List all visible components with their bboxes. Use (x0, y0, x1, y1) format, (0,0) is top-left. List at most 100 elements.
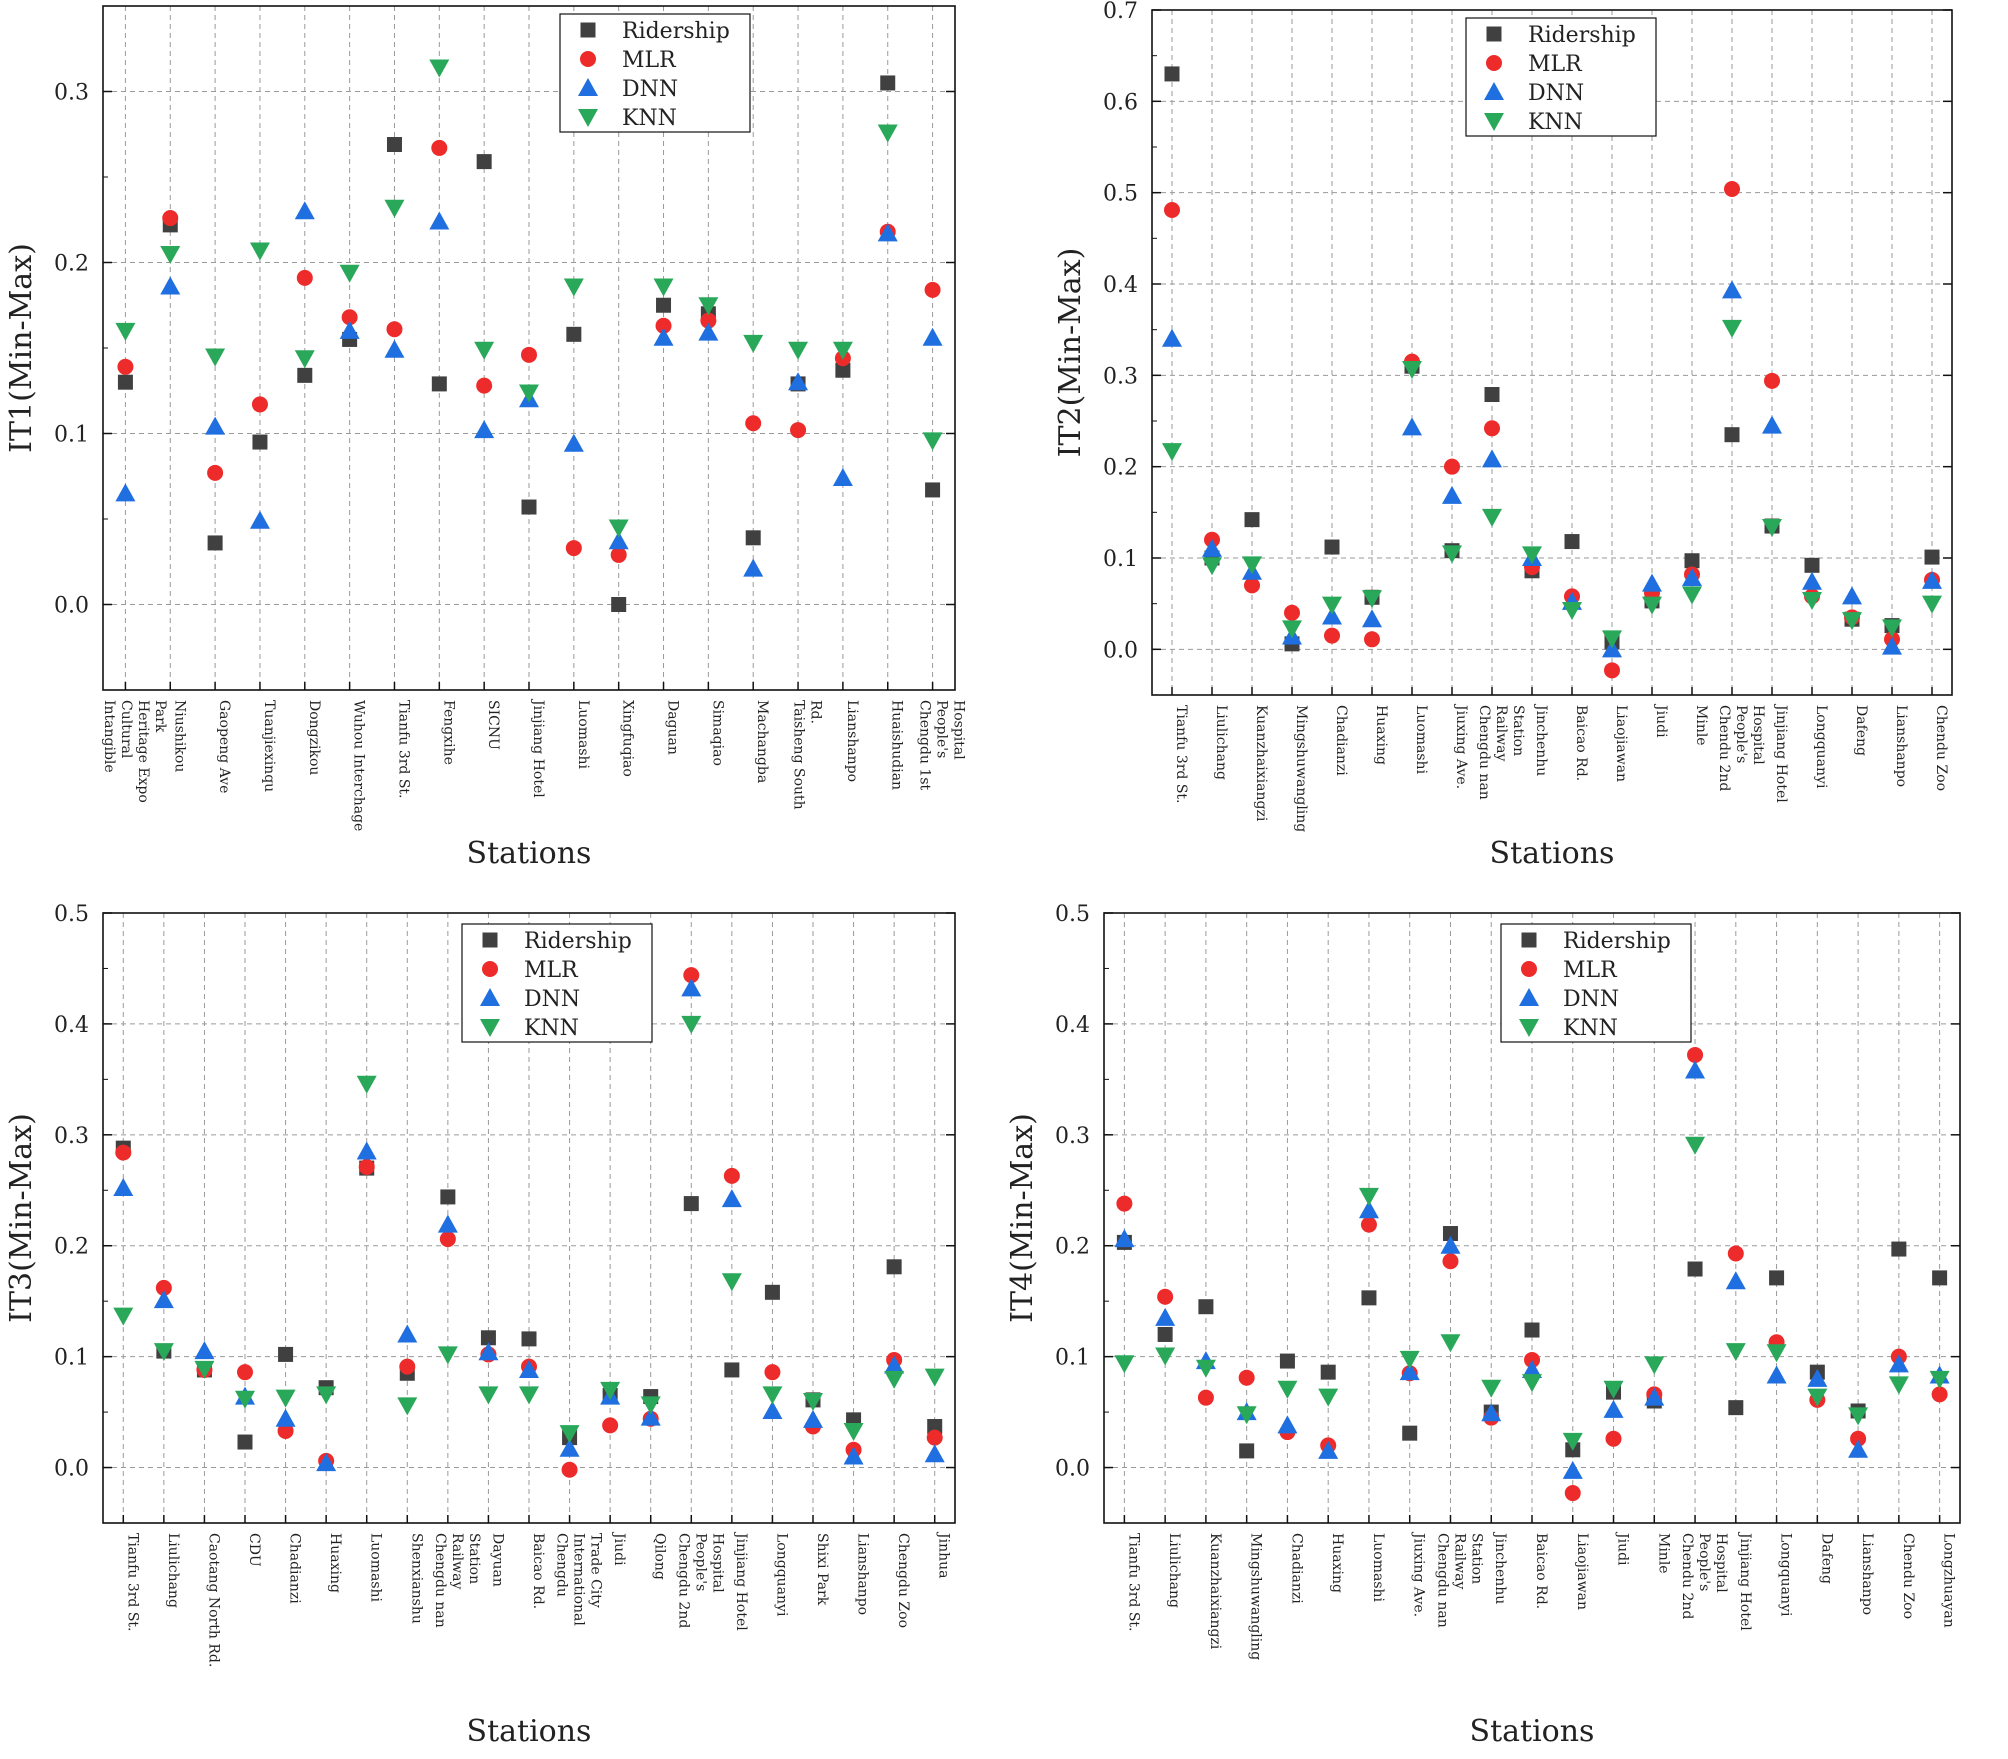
plot-frame (1151, 9, 1953, 696)
mlr-marker (924, 281, 941, 298)
station-tick-label: Station (1510, 705, 1526, 756)
knn-marker (1242, 556, 1262, 575)
station-tick-label: Hospital (951, 700, 967, 760)
dnn-marker (1114, 1229, 1135, 1248)
legend-label: KNN (524, 1016, 579, 1041)
knn-marker (519, 384, 539, 403)
legend: Ridership MLR DNN KNN (461, 923, 653, 1043)
ridership-marker (117, 374, 133, 390)
legend-label: Ridership (1528, 23, 1636, 48)
x-axis-title: Stations (1470, 1714, 1595, 1749)
series-knn (1114, 1136, 1950, 1451)
dnn-marker (1842, 586, 1862, 605)
mlr-marker (386, 321, 403, 338)
dnn-marker (1440, 1235, 1461, 1254)
y-tick-label: 0.1 (54, 423, 89, 448)
dnn-marker (721, 1189, 742, 1208)
y-tick-label: 0.2 (1055, 1235, 1090, 1260)
ridership-marker (521, 499, 537, 515)
y-tick-label: 0.0 (54, 594, 89, 619)
ridership-marker (683, 1196, 699, 1212)
station-tick-label: Lianshanpo (855, 1533, 871, 1615)
mlr-marker (1444, 458, 1460, 475)
station-tick-label: Hospital (709, 1533, 725, 1593)
y-tick-label: 0.2 (54, 1235, 89, 1260)
station-tick-label: Hospital (1713, 1533, 1729, 1593)
y-tick-label: 0.4 (54, 1013, 89, 1038)
knn-marker (1888, 1376, 1909, 1395)
knn-marker (1642, 596, 1662, 615)
station-tick-label: Minle (1655, 1533, 1671, 1574)
station-tick-label: Chadianzi (287, 1533, 303, 1604)
ridership-marker (925, 482, 941, 498)
dnn-marker (608, 531, 629, 550)
knn-marker (397, 1397, 418, 1416)
station-tick-label: Dongzikou (306, 700, 322, 775)
legend: Ridership MLR DNN KNN (1465, 17, 1657, 137)
station-tick-label: Jinjiang Hotel (1737, 1531, 1753, 1631)
knn-marker (1277, 1380, 1298, 1399)
station-tick-label: Longquanyi (1778, 1533, 1794, 1617)
ridership-marker (1244, 512, 1260, 528)
ridership-marker (480, 1330, 496, 1346)
knn-marker (832, 341, 853, 360)
ridership-marker (1524, 1322, 1540, 1338)
station-tick-label: Longzhuayan (1941, 1533, 1957, 1628)
legend-label: DNN (622, 77, 678, 102)
knn-marker (1922, 595, 1942, 614)
dnn-marker (1358, 1200, 1379, 1219)
legend-knn-marker (1484, 113, 1504, 131)
dnn-marker (1766, 1365, 1787, 1384)
legend-dnn-marker (578, 78, 598, 96)
mlr-marker (341, 309, 358, 326)
dnn-marker (249, 510, 270, 529)
knn-marker (1602, 630, 1622, 649)
dnn-marker (653, 327, 674, 346)
ridership-marker (1361, 1290, 1377, 1306)
station-tick-label: Chengdu Zoo (895, 1533, 911, 1628)
ridership-marker (1484, 387, 1500, 403)
knn-marker (1358, 1187, 1379, 1206)
knn-marker (519, 1386, 539, 1405)
dnn-marker (437, 1214, 458, 1233)
dnn-marker (356, 1141, 377, 1160)
knn-marker (1722, 319, 1742, 338)
station-tick-label: Liulichang (1213, 705, 1229, 780)
station-tick-label: Liaojiawan (1574, 1533, 1590, 1610)
station-tick-label: Wuhou Interchage (351, 700, 367, 831)
chart-panel-it2: 0.0 0.1 0.2 0.3 0.4 0.5 0.6 0.7 Tianfu 3rd St. Li… (1004, 0, 2008, 877)
knn-marker (884, 1370, 905, 1389)
station-tick-label: Chadianzi (1333, 705, 1349, 776)
mlr-marker (602, 1417, 619, 1434)
knn-marker (205, 348, 226, 367)
ridership-marker (521, 1331, 537, 1347)
ridership-marker (1239, 1443, 1255, 1459)
y-tick-label: 0.3 (54, 1124, 89, 1149)
ridership-marker (1684, 553, 1700, 569)
y-tick-label: 0.5 (1103, 182, 1138, 207)
dnn-marker (1402, 417, 1422, 436)
station-tick-label: Chadianzi (1288, 1533, 1304, 1604)
ridership-marker (237, 1434, 253, 1450)
dnn-marker (384, 339, 405, 358)
dnn-marker (1162, 328, 1182, 347)
station-tick-label: Luomashi (1413, 705, 1429, 775)
y-tick-label: 0.1 (1103, 547, 1138, 572)
station-tick-label: Taisheng South (791, 700, 807, 810)
ridership-marker (1687, 1261, 1703, 1277)
knn-marker (1802, 592, 1822, 611)
station-tick-label: Jinchenhu (1492, 1531, 1508, 1604)
station-tick-label: Minle (1693, 705, 1709, 746)
series-mlr (1164, 181, 1940, 679)
legend-mlr-marker (1521, 961, 1537, 977)
station-tick-label: Cultural (118, 700, 134, 759)
station-tick-label: Jinchenhu (1533, 703, 1549, 776)
y-tick-label: 0.3 (54, 81, 89, 106)
ridership-marker (1728, 1400, 1744, 1416)
mlr-marker (277, 1422, 294, 1439)
y-tick-label: 0.1 (1055, 1346, 1090, 1371)
ridership-marker (886, 1259, 902, 1275)
knn-marker (1114, 1355, 1135, 1374)
chart-panel-it4: 0.0 0.1 0.2 0.3 0.4 0.5 Tianfu 3rd St. Liulicha… (1004, 877, 2008, 1755)
series-dnn (113, 978, 945, 1472)
